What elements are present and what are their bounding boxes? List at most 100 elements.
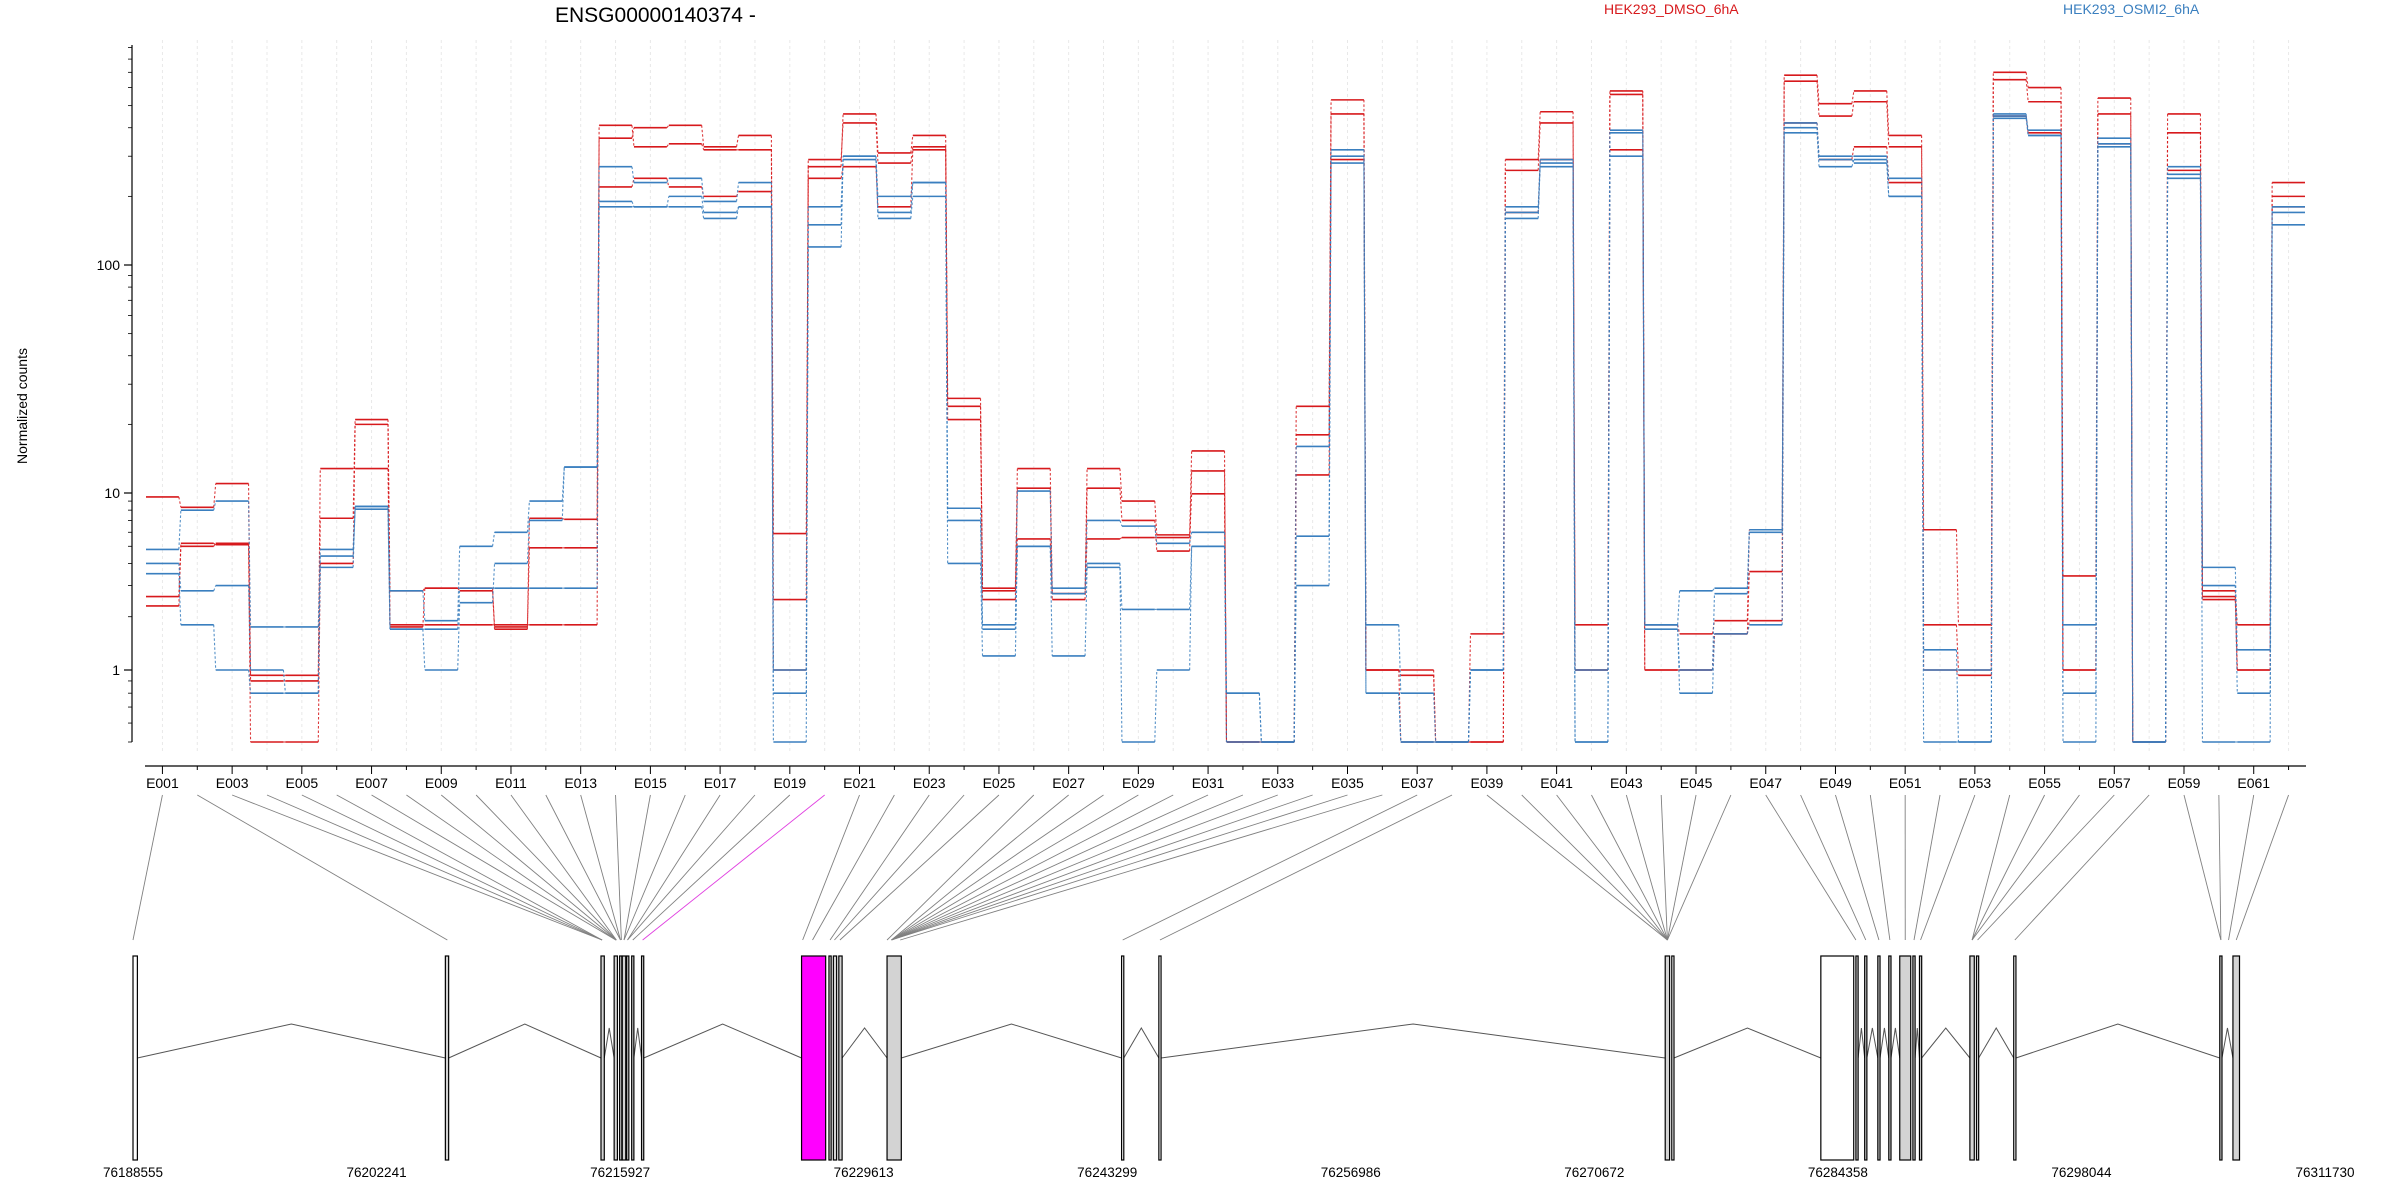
x-tick-label: E045 — [1680, 775, 1713, 791]
series-step — [770, 182, 774, 671]
series-step — [457, 602, 461, 671]
x-tick-label: E029 — [1122, 775, 1155, 791]
series-step — [910, 149, 914, 207]
series-step — [248, 669, 252, 694]
intron-line — [1914, 1027, 1920, 1059]
series-step — [1084, 563, 1088, 594]
exon-connector — [440, 794, 617, 941]
series-step — [1711, 593, 1716, 671]
series-step — [1154, 526, 1158, 544]
series-step — [1816, 81, 1820, 117]
x-tick-label: E015 — [634, 775, 667, 791]
exon-block — [1969, 955, 1975, 1161]
series-step — [2060, 135, 2064, 743]
series-step — [2165, 178, 2169, 743]
series-step — [1781, 132, 1785, 533]
exon-connector — [197, 794, 448, 941]
exon-connector — [2218, 794, 2222, 941]
exon-connector — [2228, 794, 2255, 941]
series-step — [1851, 90, 1855, 104]
exon-connector — [891, 794, 1104, 941]
exon-block — [1899, 955, 1912, 1161]
chart-title: ENSG00000140374 - — [555, 4, 756, 27]
series-step — [631, 125, 635, 147]
series-step — [1258, 693, 1262, 743]
series-step — [1886, 90, 1890, 136]
series-step — [979, 508, 984, 625]
x-tick-label: E037 — [1401, 775, 1434, 791]
exon-connector — [1971, 794, 2080, 941]
exon-connector — [632, 794, 791, 941]
series-step — [979, 520, 984, 630]
series-step — [1886, 101, 1890, 147]
series-step — [666, 196, 670, 207]
intron-line — [633, 1027, 643, 1059]
series-step — [1119, 488, 1123, 521]
exon-axis: E001 E003 E005 E007 E009 E011 E013 E015 E017 E019… — [145, 765, 2306, 791]
series-step — [526, 501, 530, 533]
series-step — [735, 135, 740, 147]
series-step — [1572, 166, 1576, 743]
x-tick-label: E013 — [564, 775, 597, 791]
series-step — [178, 563, 182, 591]
series-step — [213, 542, 217, 547]
series-step — [1746, 571, 1750, 634]
series-step — [1572, 159, 1576, 671]
series-step — [1677, 590, 1681, 625]
series-step — [840, 156, 844, 225]
series-step — [491, 588, 496, 628]
series-step — [1014, 488, 1018, 600]
series-step — [213, 624, 217, 671]
exon-block — [838, 955, 843, 1161]
coordinate-label: 76270672 — [1564, 1165, 1624, 1180]
exon-block — [600, 955, 605, 1161]
exon-connector — [580, 794, 621, 941]
exon-block — [631, 955, 635, 1161]
x-tick-label: E027 — [1052, 775, 1085, 791]
series-step — [666, 124, 670, 129]
series-step — [2130, 143, 2134, 743]
x-tick-label: E023 — [913, 775, 946, 791]
series-step — [701, 178, 705, 202]
x-tick-label: E017 — [704, 775, 737, 791]
series-step — [1607, 156, 1611, 743]
series-step — [1154, 669, 1158, 743]
exon-block — [2232, 955, 2241, 1161]
x-tick-label: E011 — [495, 775, 527, 791]
coordinate-label: 76256986 — [1321, 1165, 1381, 1180]
series-group — [146, 113, 2305, 743]
exon-block — [621, 955, 627, 1161]
series-step — [1398, 624, 1402, 694]
series-step — [1851, 159, 1855, 167]
series-step — [1433, 693, 1437, 743]
exon-connector — [1122, 794, 1418, 941]
exon-connector — [891, 794, 1069, 941]
x-tick-label: E049 — [1819, 775, 1852, 791]
exon-connector — [1666, 794, 1697, 941]
exon-connector — [891, 794, 1139, 941]
exon-connector — [132, 794, 163, 941]
series-step — [213, 585, 217, 592]
series-step — [875, 122, 879, 164]
intron-line — [137, 1023, 446, 1059]
coordinate-label: 76298044 — [2051, 1165, 2112, 1180]
exon-connector — [642, 794, 825, 941]
series-step — [1781, 127, 1785, 625]
exon-connector — [301, 794, 603, 941]
exon-connector — [627, 794, 756, 941]
series-step — [596, 206, 600, 589]
vertical-gridlines — [161, 40, 2290, 752]
exon-connector — [1556, 794, 1668, 941]
series-step — [1955, 669, 1959, 676]
series-step — [701, 125, 705, 147]
exon-connector — [336, 794, 603, 941]
intron-line — [643, 1023, 802, 1059]
series-step — [1537, 163, 1541, 219]
series-step — [352, 506, 356, 568]
series-step — [666, 178, 670, 183]
x-tick-label: E043 — [1610, 775, 1643, 791]
exon-block — [1820, 955, 1855, 1161]
exon-connector — [623, 794, 651, 941]
series-step — [1990, 113, 1994, 743]
series-step — [1816, 127, 1820, 160]
